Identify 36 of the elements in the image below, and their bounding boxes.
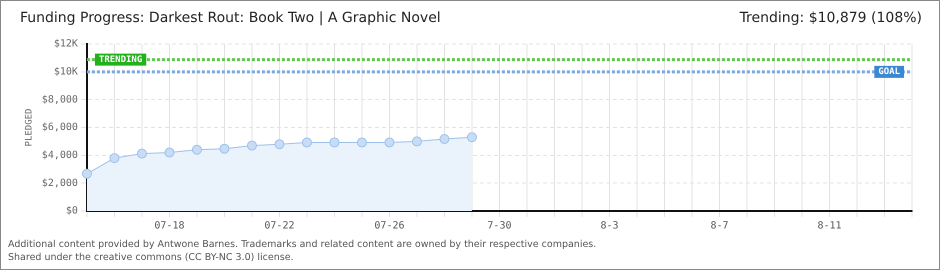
x-tick-label: 07-18 — [154, 220, 184, 232]
point — [192, 144, 202, 155]
point — [274, 139, 284, 150]
point — [302, 137, 312, 148]
point — [82, 168, 92, 179]
ref-line-label: GOAL — [878, 67, 901, 78]
point — [219, 144, 230, 154]
point — [439, 134, 450, 144]
x-tick-label: 8-7 — [710, 220, 729, 232]
point — [109, 153, 120, 164]
text: Additional content provided by Antwone Barnes. Trademarks and related content are owned by their respective companies. — [8, 239, 596, 250]
y-tick-label: $2,000 — [42, 178, 78, 189]
x-tick-label: 7-30 — [487, 220, 512, 232]
y-tick-label: $8,000 — [42, 94, 78, 106]
text: Trending: $10,879 (108%) — [740, 10, 922, 26]
y-tick-label: $6,000 — [42, 122, 78, 134]
y-axis-title: PLEDGED — [24, 108, 35, 146]
point — [329, 137, 340, 148]
point — [164, 148, 174, 158]
y-tick-label: $10K — [54, 66, 78, 78]
point — [136, 148, 147, 159]
chart-title: Funding Progress: Darkest Rout: Book Two | A Graphic Novel — [20, 10, 441, 26]
text: Shared under the creative commons (CC BY-NC 3.0) license. — [8, 252, 294, 263]
ref-line-label: TRENDING — [98, 54, 142, 65]
x-tick-label: 07-22 — [264, 220, 294, 232]
point — [412, 136, 422, 146]
x-tick-label: 8-11 — [817, 220, 842, 232]
x-tick-label: 8-3 — [600, 220, 619, 232]
point — [356, 137, 367, 148]
y-tick-label: $12K — [54, 38, 78, 50]
point — [246, 140, 257, 151]
point — [384, 137, 394, 148]
point — [466, 132, 477, 142]
y-tick-label: $0 — [66, 206, 78, 217]
x-tick-label: 07-26 — [374, 220, 405, 232]
y-tick-label: $4,000 — [42, 150, 78, 161]
